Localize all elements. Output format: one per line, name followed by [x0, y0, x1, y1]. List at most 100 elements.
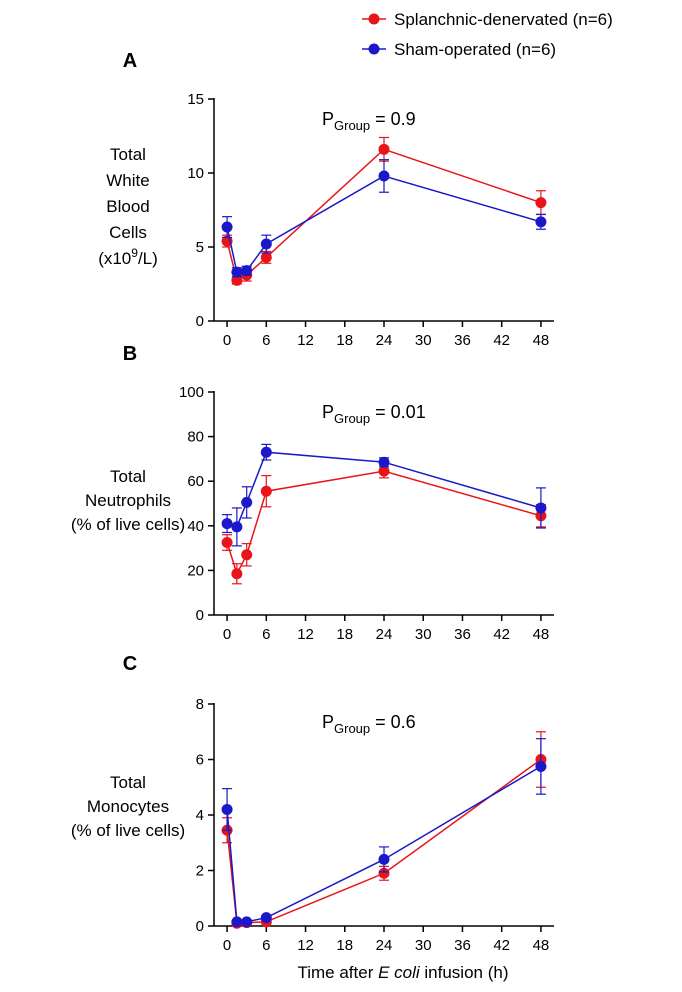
panel-b-point-sham: [378, 456, 390, 468]
x-axis-title-italic: E coli: [378, 963, 421, 982]
panel-b-y-axis-label-line: Neutrophils: [85, 491, 171, 510]
panel-b-p-value-prefix: P: [322, 402, 334, 422]
panel-b-point-splanchnic: [231, 568, 243, 580]
panel-a-y-tick-label: 5: [196, 239, 204, 256]
panel-c-y-tick-label: 6: [196, 752, 204, 769]
x-axis-title-suffix: infusion (h): [420, 963, 509, 982]
panel-b-x-tick-label: 36: [454, 626, 471, 643]
panel-c-y-tick-label: 2: [196, 863, 204, 880]
panel-c-point-sham: [221, 803, 233, 815]
legend: Splanchnic-denervated (n=6) Sham-operate…: [362, 10, 613, 59]
panel-a-x-tick-label: 30: [415, 332, 432, 349]
x-axis-title: Time after E coli infusion (h): [297, 963, 508, 982]
panel-b-point-sham: [221, 518, 233, 530]
legend-marker-splanchnic: [368, 13, 380, 25]
panel-c-x-tick-label: 42: [493, 937, 510, 954]
panel-a-p-value-prefix: P: [322, 109, 334, 129]
panel-c-y-tick-label: 8: [196, 696, 204, 713]
panel-a-y-tick-label: 0: [196, 313, 204, 330]
panel-c-y-tick-label: 0: [196, 918, 204, 935]
panel-b-point-splanchnic: [260, 485, 272, 497]
panel-b-y-tick-label: 0: [196, 607, 204, 624]
panel-c-y-tick-label: 4: [196, 807, 204, 824]
panel-b: B 0 20 40 60 80 100 0 6 12 18 24 30 36 42 48 Total Neutro…: [71, 343, 554, 643]
panel-a-y-axis-label-line: Blood: [106, 197, 149, 216]
panel-b-x-tick-label: 48: [533, 626, 550, 643]
panel-a-x-tick-label: 36: [454, 332, 471, 349]
panel-a-y-tick-label: 10: [187, 165, 204, 182]
panel-a-point-sham: [260, 238, 272, 250]
legend-marker-sham: [368, 43, 380, 55]
panel-c-series-splanchnic: [221, 731, 547, 929]
panel-a-point-splanchnic: [231, 274, 243, 286]
panel-c-line-sham: [226, 765, 542, 923]
panel-b-y-tick-label: 20: [187, 562, 204, 579]
panel-b-x-tick-label: 6: [262, 626, 270, 643]
panel-b-x-tick-label: 42: [493, 626, 510, 643]
panel-c-y-axis-label: Total Monocytes (% of live cells): [71, 773, 185, 840]
panel-b-point-sham: [260, 446, 272, 458]
legend-entry-splanchnic: Splanchnic-denervated (n=6): [362, 10, 613, 29]
panel-c-x-tick-label: 48: [533, 937, 550, 954]
panel-c-point-sham: [535, 760, 547, 772]
panel-c-y-axis-label-line: (% of live cells): [71, 821, 185, 840]
panel-b-p-value-subscript: Group: [334, 411, 370, 426]
panel-a-y-axis-label: Total White Blood Cells (x109/L): [98, 145, 158, 268]
panel-a-point-splanchnic: [378, 143, 390, 155]
panel-a-line-sham: [226, 175, 542, 274]
panel-b-letter: B: [123, 343, 137, 365]
panel-b-y-tick-label: 80: [187, 429, 204, 446]
panel-c-series-sham: [221, 738, 547, 928]
panel-b-y-axis-label-line: Total: [110, 467, 146, 486]
panel-a-point-sham: [378, 170, 390, 182]
panel-b-x-tick-label: 12: [297, 626, 314, 643]
panel-b-point-splanchnic: [378, 465, 390, 477]
panel-c-line-splanchnic: [226, 758, 542, 924]
panel-b-x-tick-label: 0: [223, 626, 231, 643]
panel-c-y-axis-label-line: Monocytes: [87, 797, 169, 816]
panel-b-p-value: PGroup = 0.01: [322, 402, 426, 426]
panel-c-x-tick-label: 6: [262, 937, 270, 954]
panel-b-point-sham: [231, 521, 243, 533]
panel-a-y-axis-label-line: Cells: [109, 223, 147, 242]
panel-b-point-splanchnic: [221, 537, 233, 549]
panel-a-series-sham: [221, 159, 547, 278]
panel-b-point-sham: [241, 496, 253, 508]
panel-a-y-axis-label-line: /L): [138, 249, 158, 268]
panel-c-letter: C: [123, 653, 137, 675]
panel-b-series-sham: [221, 443, 547, 547]
panel-c-x-tick-label: 0: [223, 937, 231, 954]
panel-a-x-tick-label: 48: [533, 332, 550, 349]
panel-c-point-sham: [231, 916, 243, 928]
panel-b-x-tick-label: 24: [376, 626, 393, 643]
panel-a-y-axis-label-superscript: 9: [131, 246, 138, 260]
legend-label-splanchnic: Splanchnic-denervated (n=6): [394, 10, 613, 29]
panel-a-point-splanchnic: [535, 197, 547, 209]
panel-c-point-splanchnic: [378, 867, 390, 879]
panel-b-y-axis-label-line: (% of live cells): [71, 515, 185, 534]
panel-b-point-splanchnic: [241, 549, 253, 561]
panel-a-y-axis-label-line: White: [106, 171, 149, 190]
panel-c-point-sham: [260, 912, 272, 924]
panel-a-point-splanchnic: [260, 251, 272, 263]
panel-b-point-sham: [535, 502, 547, 514]
panel-a-x-tick-label: 6: [262, 332, 270, 349]
panel-b-line-splanchnic: [226, 470, 542, 576]
panel-c-x-tick-label: 18: [336, 937, 353, 954]
panel-b-y-tick-label: 100: [179, 384, 204, 401]
panel-b-y-tick-label: 40: [187, 518, 204, 535]
panel-a-letter: A: [123, 50, 137, 72]
panel-b-x-tick-label: 18: [336, 626, 353, 643]
panel-a-point-sham: [535, 216, 547, 228]
legend-label-sham: Sham-operated (n=6): [394, 40, 556, 59]
panel-a-x-tick-label: 24: [376, 332, 393, 349]
panel-a-x-tick-label: 12: [297, 332, 314, 349]
panel-b-y-axis-label: Total Neutrophils (% of live cells): [71, 467, 185, 534]
panel-c-p-value-prefix: P: [322, 712, 334, 732]
panel-a-point-sham: [221, 221, 233, 233]
x-axis-title-prefix: Time after: [297, 963, 378, 982]
panel-a-x-tick-label: 18: [336, 332, 353, 349]
